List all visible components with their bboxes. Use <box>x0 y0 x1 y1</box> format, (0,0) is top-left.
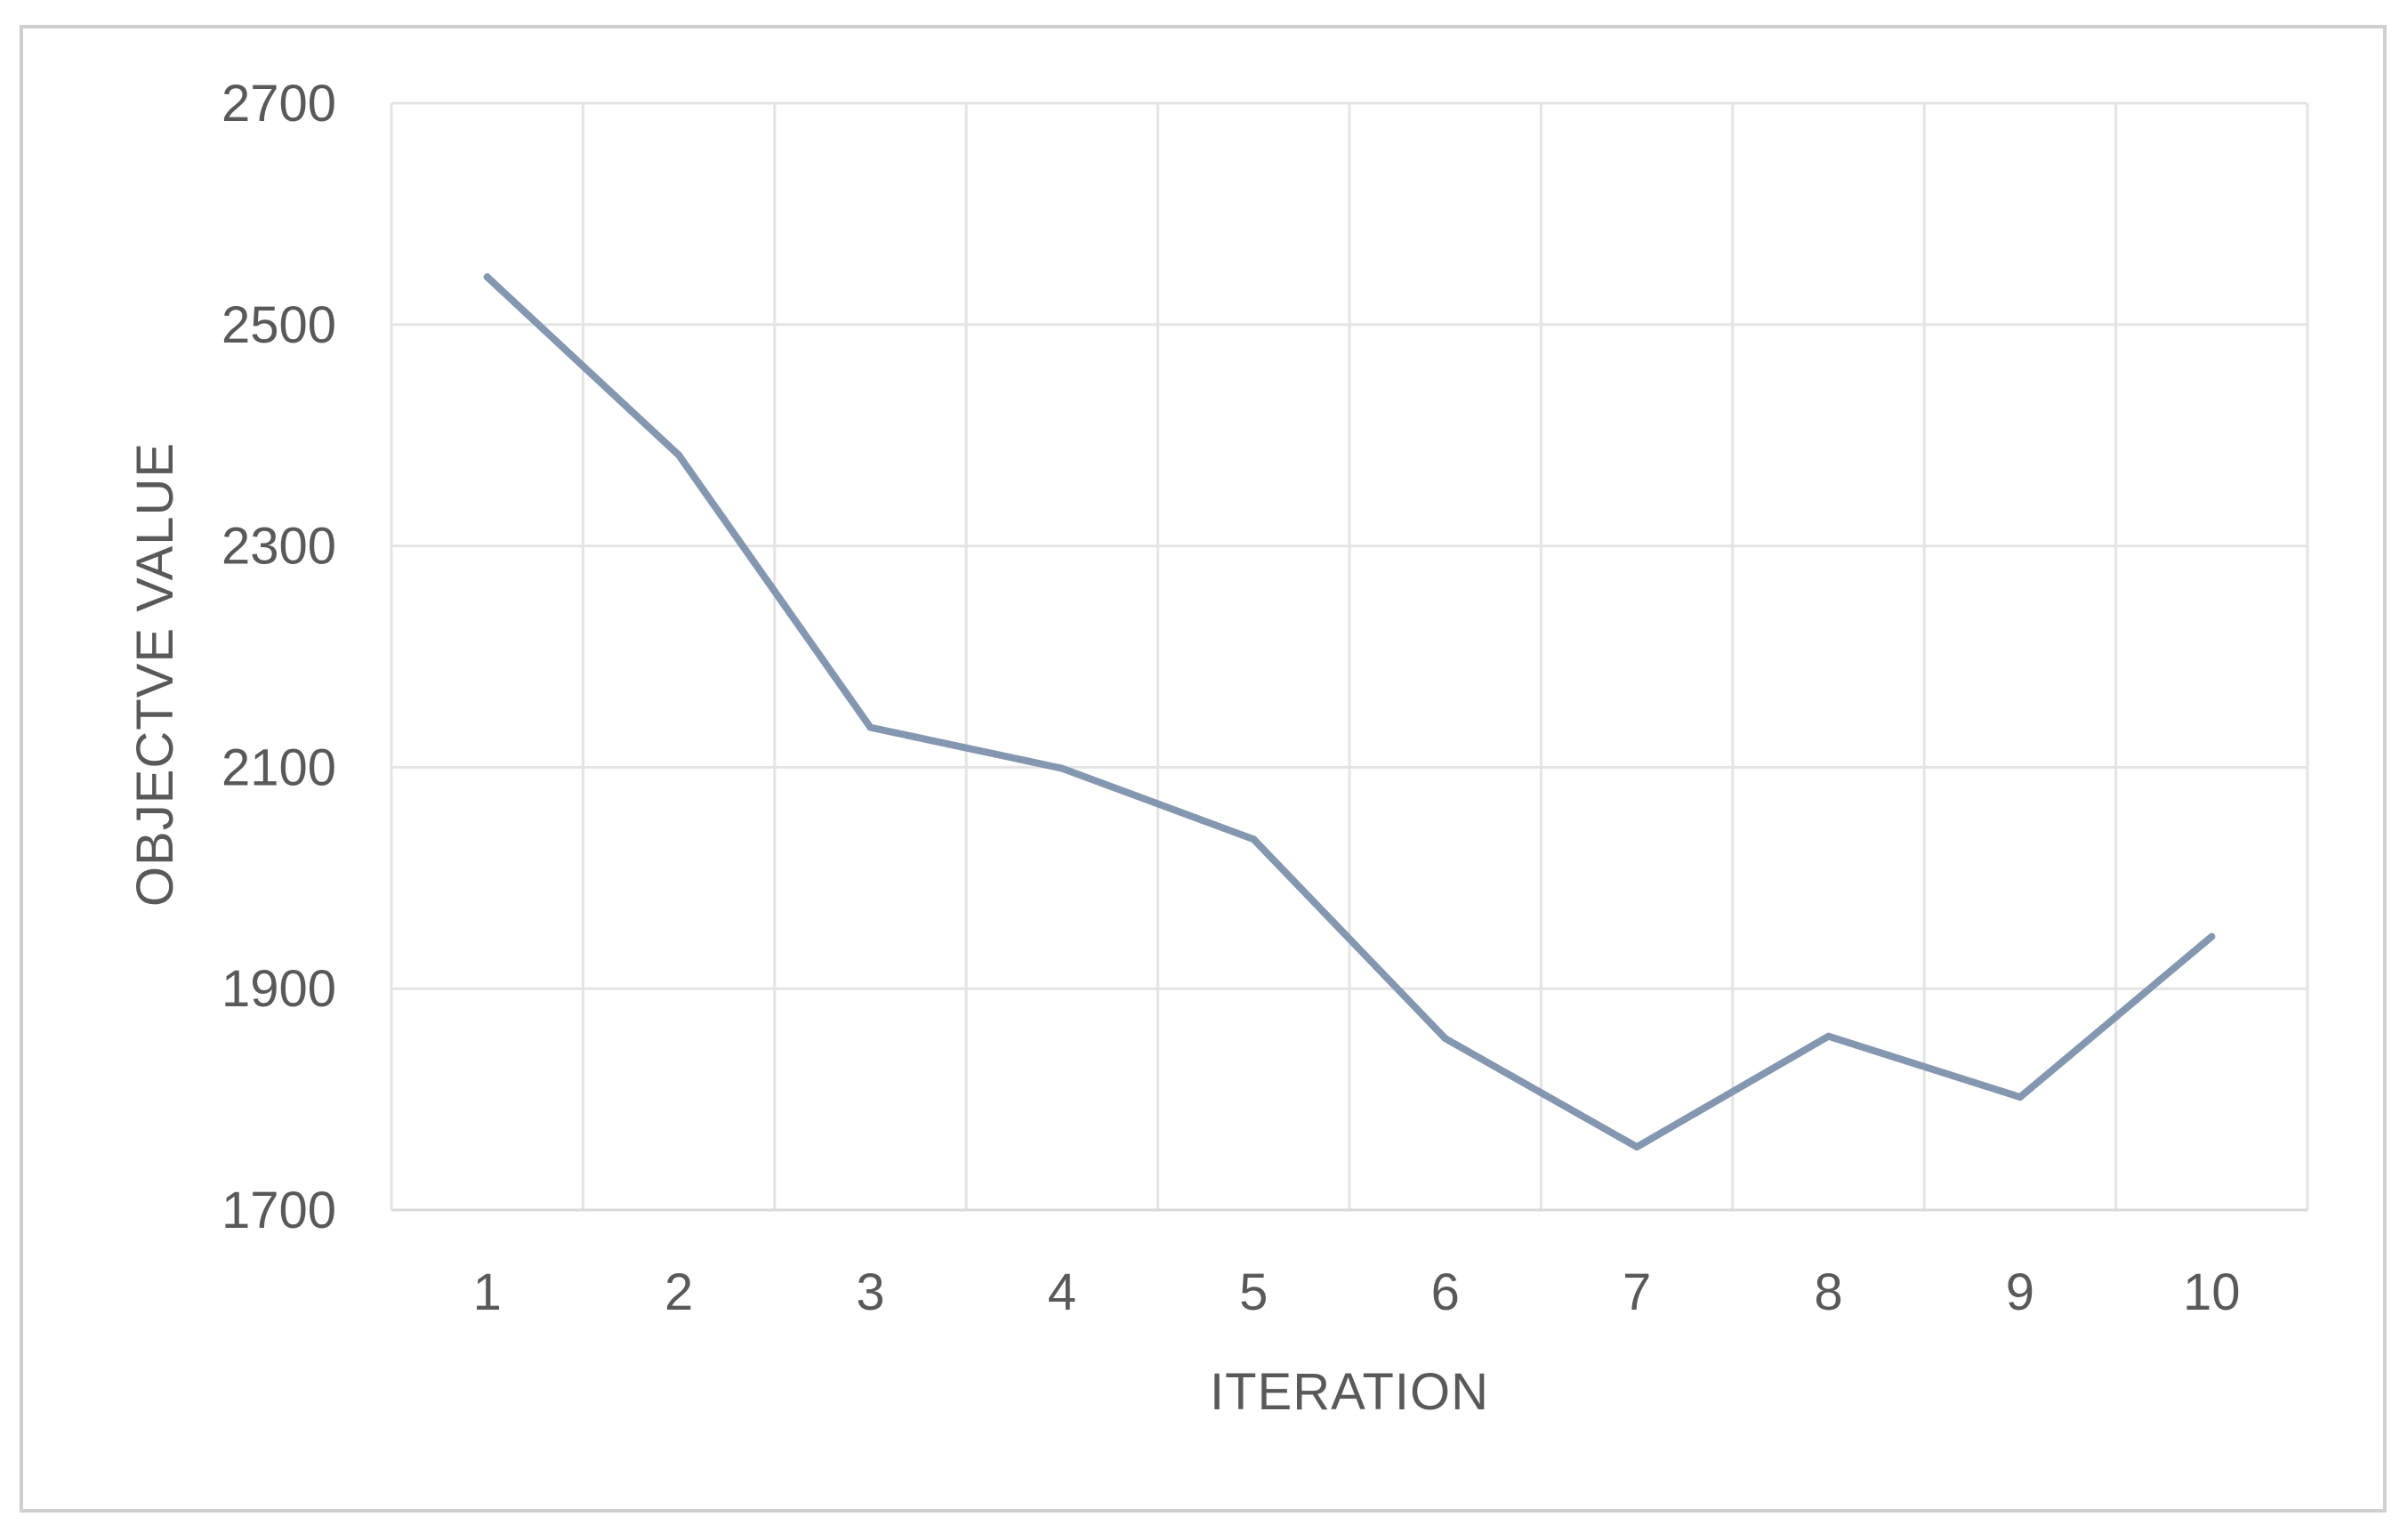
data-point-5 <box>1250 835 1258 843</box>
data-point-2 <box>675 451 683 459</box>
data-point-9 <box>2016 1093 2024 1101</box>
objective-value-line <box>483 273 2216 1151</box>
data-point-7 <box>1633 1143 1641 1151</box>
y-tick-label: 2700 <box>221 75 336 133</box>
data-point-3 <box>866 723 874 731</box>
y-axis-tick-labels: 1700 1900 2100 2300 2500 2700 <box>221 75 336 1239</box>
data-point-8 <box>1824 1032 1832 1040</box>
x-tick-label: 3 <box>856 1263 884 1321</box>
x-axis-tick-labels: 1 2 3 4 5 6 7 8 9 10 <box>473 1263 2241 1321</box>
data-point-4 <box>1058 764 1066 772</box>
x-tick-label: 7 <box>1623 1263 1651 1321</box>
y-tick-label: 1900 <box>221 960 336 1018</box>
vertical-gridlines <box>390 103 2309 1210</box>
x-tick-label: 8 <box>1814 1263 1842 1321</box>
data-point-1 <box>483 273 491 281</box>
y-tick-label: 2300 <box>221 518 336 576</box>
chart-border <box>20 25 2387 1513</box>
y-tick-label: 1700 <box>221 1182 336 1239</box>
data-points <box>483 273 2216 1151</box>
x-tick-label: 6 <box>1431 1263 1460 1321</box>
y-tick-label: 2500 <box>221 296 336 354</box>
y-tick-label: 2100 <box>221 738 336 796</box>
data-point-10 <box>2208 932 2216 940</box>
x-tick-label: 4 <box>1048 1263 1076 1321</box>
x-tick-label: 5 <box>1239 1263 1268 1321</box>
x-tick-label: 2 <box>664 1263 693 1321</box>
x-axis-title: ITERATION <box>1210 1363 1489 1421</box>
data-point-6 <box>1441 1035 1449 1043</box>
x-tick-label: 10 <box>2183 1263 2241 1321</box>
y-axis-title: OBJECTVE VALUE <box>126 442 184 907</box>
x-tick-label: 9 <box>2006 1263 2034 1321</box>
x-tick-label: 1 <box>473 1263 502 1321</box>
